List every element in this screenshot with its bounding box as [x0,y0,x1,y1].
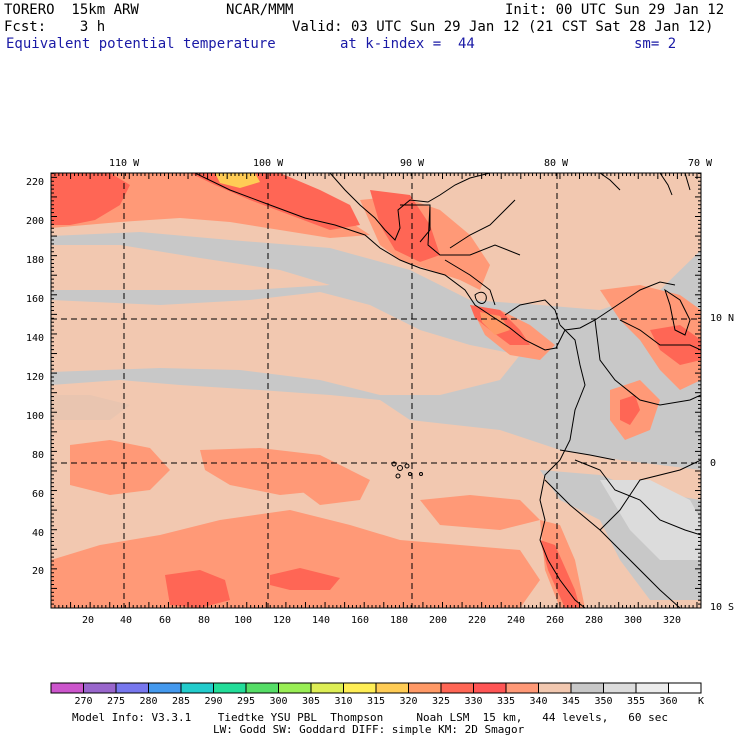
colorbar-label: 310 [334,696,353,707]
x-tick-label: 40 [120,615,133,626]
x-tick-label: 180 [390,615,409,626]
y-tick-label: 120 [26,372,45,383]
x-tick-label: 300 [624,615,643,626]
colorbar [50,682,702,694]
x-tick-label: 60 [159,615,172,626]
graticule [51,173,701,608]
colorbar-label: 290 [204,696,223,707]
valid-time: Valid: 03 UTC Sun 29 Jan 12 (21 CST Sat … [292,19,714,35]
coastlines [194,173,701,608]
colorbar-swatch [343,682,377,694]
colorbar-label: 275 [107,696,126,707]
red-core-northwest [51,173,130,225]
x-tick-label: 280 [585,615,604,626]
x-tick-label: 320 [663,615,682,626]
colorbar-label: 340 [529,696,548,707]
model-info-line2: LW: Godd SW: Goddard DIFF: simple KM: 2D… [213,723,525,736]
colorbar-label: 335 [497,696,516,707]
lon-label-90w: 90 W [400,158,425,169]
x-tick-label: 160 [351,615,370,626]
smoothing-label: sm= 2 [634,36,677,52]
colorbar-label: 270 [74,696,93,707]
forecast-hour: Fcst: 3 h [4,19,106,35]
y-tick-label: 20 [32,566,45,577]
colorbar-swatch [505,682,539,694]
x-tick-label: 240 [507,615,526,626]
model-info-line1: Model Info: V3.3.1 Tiedtke YSU PBL Thomp… [72,711,669,724]
colorbar-swatch [375,682,409,694]
colorbar-label: 300 [269,696,288,707]
colorbar-swatch [245,682,279,694]
x-tick-label: 80 [198,615,211,626]
colorbar-swatch [440,682,474,694]
colorbar-label: 280 [139,696,158,707]
y-tick-label: 160 [26,294,45,305]
colorbar-swatch [50,682,84,694]
colorbar-swatch [603,682,637,694]
x-tick-label: 220 [468,615,487,626]
y-tick-label: 80 [32,450,45,461]
y-tick-label: 180 [26,255,45,266]
colorbar-swatch [570,682,604,694]
colorbar-label: 355 [627,696,646,707]
model-name: TORERO 15km ARW [4,2,139,18]
colorbar-label: 295 [237,696,256,707]
x-tick-label: 260 [546,615,565,626]
colorbar-swatch [115,682,149,694]
lon-label-100w: 100 W [253,158,284,169]
lon-label-70w: 70 W [688,158,713,169]
lat-label-10s: 10 S [710,602,735,613]
colorbar-swatch [310,682,344,694]
x-tick-label: 20 [82,615,95,626]
colorbar-swatch [408,682,442,694]
colorbar-swatch [180,682,214,694]
lat-label-0: 0 [710,458,717,469]
colorbar-swatch [278,682,312,694]
y-tick-label: 220 [26,177,45,188]
colorbar-swatch [668,682,702,694]
colorbar-label: 315 [367,696,386,707]
colorbar-swatch [148,682,182,694]
colorbar-label: 360 [659,696,678,707]
y-tick-label: 140 [26,333,45,344]
x-tick-label: 100 [234,615,253,626]
init-time: Init: 00 UTC Sun 29 Jan 12 [505,2,725,18]
lat-label-10n: 10 N [710,313,735,324]
y-tick-label: 40 [32,528,45,539]
contour-field [51,173,701,608]
colorbar-label: 320 [399,696,418,707]
center-name: NCAR/MMM [226,2,294,18]
colorbar-swatch [635,682,669,694]
salmon-patch-north [51,173,370,238]
field-title: Equivalent potential temperature [6,36,276,52]
y-tick-label: 200 [26,216,45,227]
lon-label-80w: 80 W [544,158,569,169]
colorbar-label: 305 [302,696,321,707]
x-tick-label: 120 [273,615,292,626]
colorbar-swatch [538,682,572,694]
x-tick-label: 200 [429,615,448,626]
colorbar-unit: K [698,696,705,707]
colorbar-swatch [213,682,247,694]
colorbar-label: 345 [562,696,581,707]
colorbar-label: 285 [172,696,191,707]
colorbar-swatch [473,682,507,694]
level-label: at k-index = 44 [340,36,475,52]
y-tick-label: 100 [26,411,45,422]
colorbar-label: 325 [432,696,451,707]
x-tick-label: 140 [312,615,331,626]
colorbar-swatch [83,682,117,694]
colorbar-label: 350 [594,696,613,707]
y-tick-label: 60 [32,489,45,500]
lon-label-110w: 110 W [109,158,140,169]
colorbar-label: 330 [464,696,483,707]
light-band [51,292,520,395]
